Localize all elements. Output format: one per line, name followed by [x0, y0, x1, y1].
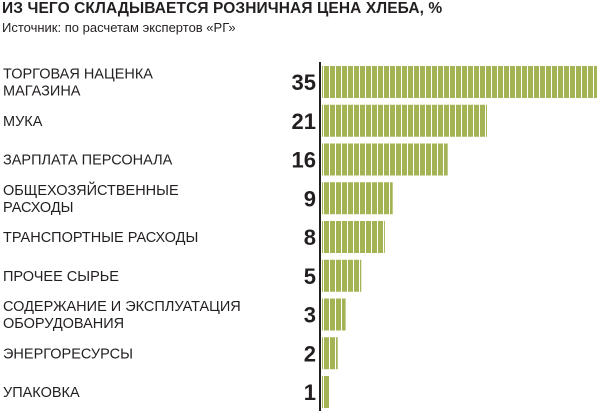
category-label-7: ЭНЕРГОРЕСУРСЫ	[3, 346, 133, 362]
value-label-4: 8	[304, 225, 316, 250]
value-label-3: 9	[304, 186, 316, 211]
value-label-1: 21	[292, 109, 316, 134]
value-label-7: 2	[304, 341, 316, 366]
category-label-5: ПРОЧЕЕ СЫРЬЕ	[3, 269, 119, 285]
category-label-8: УПАКОВКА	[3, 385, 80, 401]
bar-2	[322, 143, 448, 176]
category-label-2: ЗАРПЛАТА ПЕРСОНАЛА	[3, 153, 173, 169]
value-label-5: 5	[304, 264, 316, 289]
value-label-6: 3	[304, 303, 316, 328]
category-label-6: СОДЕРЖАНИЕ И ЭКСПЛУАТАЦИЯ ОБОРУДОВАНИЯ	[3, 299, 241, 332]
chart-subtitle: Источник: по расчетам экспертов «РГ»	[2, 20, 236, 35]
category-label-4: ТРАНСПОРТНЫЕ РАСХОДЫ	[3, 230, 198, 246]
category-label-3: ОБЩЕХОЗЯЙСТВЕННЫЕ РАСХОДЫ	[3, 181, 179, 216]
value-label-8: 1	[304, 380, 316, 405]
bar-6	[322, 298, 346, 331]
category-label-0: ТОРГОВАЯ НАЦЕНКА МАГАЗИНА	[3, 67, 153, 100]
bar-8	[322, 376, 330, 408]
chart-title: ИЗ ЧЕГО СКЛАДЫВАЕТСЯ РОЗНИЧНАЯ ЦЕНА ХЛЕБ…	[2, 0, 443, 17]
category-label-1: МУКА	[3, 114, 43, 130]
bar-0	[322, 66, 597, 98]
bar-5	[322, 259, 362, 292]
value-label-2: 16	[292, 148, 316, 173]
bar-1	[322, 104, 487, 137]
bar-4	[322, 221, 385, 253]
value-label-0: 35	[292, 70, 316, 95]
bar-3	[322, 182, 393, 215]
bar-7	[322, 337, 338, 370]
